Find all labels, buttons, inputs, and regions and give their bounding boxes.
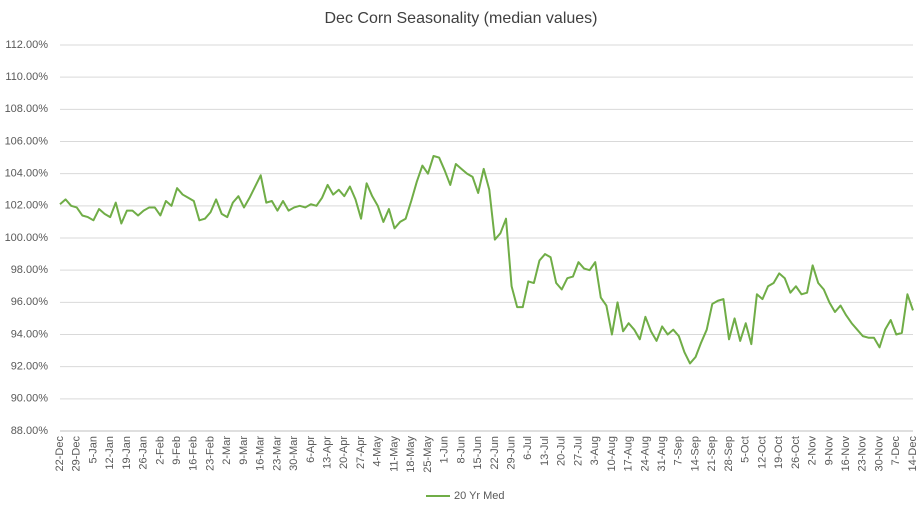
x-tick-label: 10-Aug (606, 436, 618, 471)
y-tick-label: 106.00% (5, 135, 49, 147)
y-tick-label: 98.00% (11, 264, 49, 276)
x-tick-label: 17-Aug (623, 436, 635, 471)
x-tick-label: 15-Jun (472, 436, 484, 470)
x-tick-label: 8-Jun (455, 436, 467, 464)
y-tick-label: 108.00% (5, 103, 49, 115)
x-tick-label: 12-Jan (104, 436, 116, 470)
y-tick-label: 110.00% (5, 71, 48, 83)
x-tick-label: 23-Nov (857, 436, 869, 472)
x-tick-label: 30-Nov (873, 436, 885, 472)
x-tick-label: 28-Sep (723, 436, 735, 471)
x-tick-label: 27-Jul (572, 436, 584, 466)
x-tick-label: 19-Oct (773, 436, 785, 469)
y-tick-label: 96.00% (11, 296, 49, 308)
x-tick-label: 2-Nov (807, 436, 819, 466)
x-tick-label: 7-Sep (673, 436, 685, 465)
x-tick-label: 21-Sep (706, 436, 718, 471)
x-tick-label: 20-Apr (338, 436, 350, 469)
x-tick-label: 5-Oct (740, 436, 752, 463)
x-tick-label: 11-May (388, 436, 400, 472)
y-tick-label: 100.00% (5, 232, 49, 244)
y-tick-label: 102.00% (5, 200, 49, 212)
x-tick-label: 4-May (372, 436, 384, 467)
x-tick-label: 24-Aug (639, 436, 651, 471)
x-tick-label: 6-Apr (305, 436, 317, 463)
x-tick-label: 13-Apr (322, 436, 334, 469)
y-tick-label: 112.00% (5, 39, 48, 51)
data-line (59, 154, 914, 365)
x-tick-label: 6-Jul (522, 436, 534, 460)
y-tick-label: 92.00% (11, 361, 49, 373)
y-tick-label: 88.00% (11, 425, 49, 437)
x-tick-label: 12-Oct (756, 436, 768, 469)
x-tick-label: 16-Feb (188, 436, 200, 471)
x-tick-label: 29-Dec (71, 436, 83, 472)
x-tick-label: 2-Mar (221, 436, 233, 465)
chart-title: Dec Corn Seasonality (median values) (324, 10, 597, 27)
x-tick-label: 16-Nov (840, 436, 852, 472)
x-tick-label: 31-Aug (656, 436, 668, 471)
x-tick-label: 14-Dec (907, 436, 919, 472)
x-tick-label: 22-Dec (54, 436, 66, 472)
x-tick-label: 26-Jan (138, 436, 150, 470)
y-tick-label: 94.00% (11, 328, 49, 340)
x-tick-label: 1-Jun (439, 436, 451, 464)
x-tick-label: 18-May (405, 436, 417, 473)
legend-label: 20 Yr Med (454, 490, 505, 502)
x-tick-label: 29-Jun (505, 436, 517, 470)
x-tick-label: 23-Mar (271, 436, 283, 471)
x-tick-label: 30-Mar (288, 436, 300, 471)
x-tick-label: 25-May (422, 436, 434, 473)
x-tick-label: 9-Nov (823, 436, 835, 466)
x-tick-label: 5-Jan (87, 436, 99, 464)
x-tick-label: 3-Aug (589, 436, 601, 465)
y-tick-label: 90.00% (11, 393, 49, 405)
x-tick-label: 13-Jul (539, 436, 551, 466)
x-tick-label: 22-Jun (489, 436, 501, 470)
x-tick-label: 16-Mar (255, 436, 267, 471)
x-tick-label: 23-Feb (204, 436, 216, 471)
x-tick-label: 20-Jul (556, 436, 568, 466)
x-tick-label: 9-Mar (238, 436, 250, 465)
x-tick-label: 9-Feb (171, 436, 183, 465)
y-tick-label: 104.00% (5, 168, 49, 180)
x-tick-label: 26-Oct (790, 436, 802, 469)
x-tick-label: 7-Dec (890, 436, 902, 466)
x-tick-label: 27-Apr (355, 436, 367, 469)
x-tick-label: 2-Feb (154, 436, 166, 465)
x-tick-label: 19-Jan (121, 436, 133, 470)
x-tick-label: 14-Sep (689, 436, 701, 471)
